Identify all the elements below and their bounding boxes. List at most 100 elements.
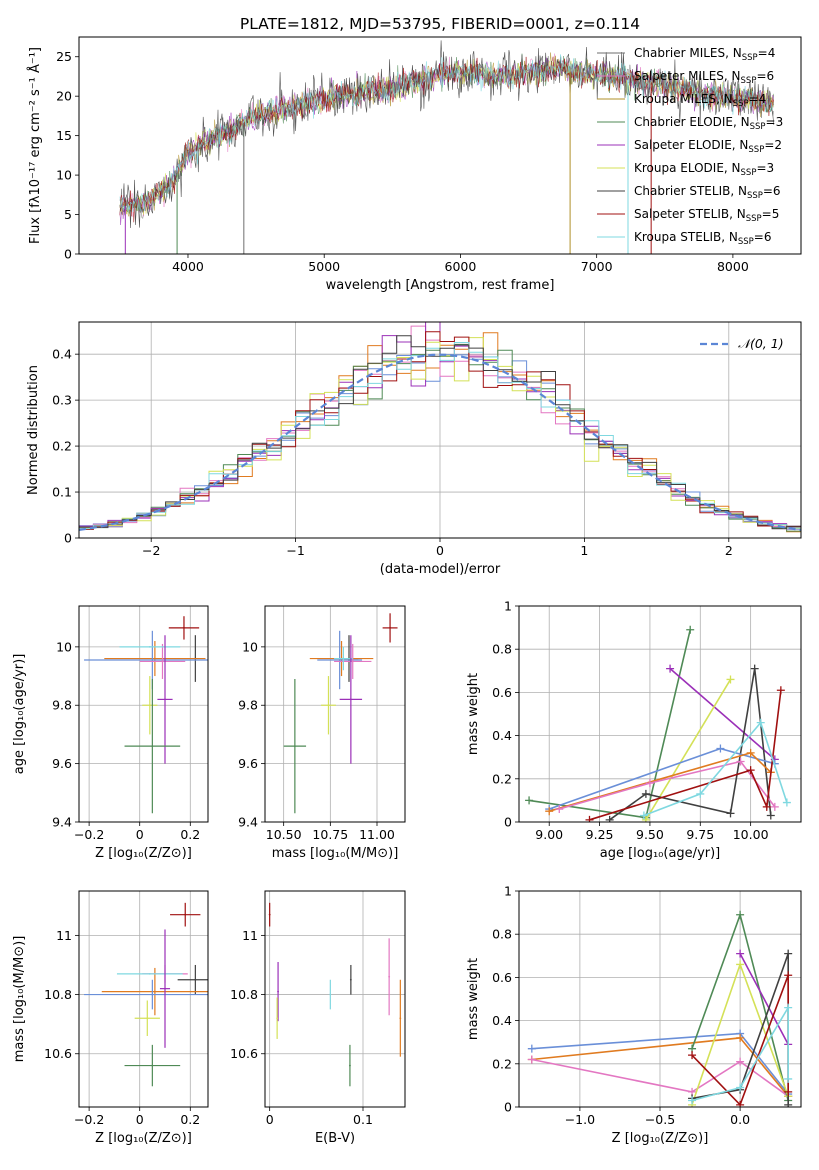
y-tick-label: 5 <box>64 207 72 222</box>
data-point <box>184 913 187 916</box>
y-tick-label: 10 <box>242 639 258 654</box>
series-marker <box>726 809 735 818</box>
data-point <box>268 913 271 916</box>
data-point <box>151 993 154 996</box>
axes-frame <box>78 36 802 255</box>
series-marker <box>750 664 759 673</box>
series-marker <box>545 807 554 816</box>
axes-frame <box>78 321 802 539</box>
data-point <box>293 745 296 748</box>
x-axis-label: wavelength [Angstrom, rest frame] <box>326 278 555 293</box>
series-marker <box>641 815 650 822</box>
data-point <box>148 972 151 975</box>
series-marker <box>686 625 695 634</box>
legend-entry: Kroupa MILES, NSSP=4 <box>634 92 766 109</box>
x-tick-label: 9.75 <box>686 827 714 842</box>
x-tick-label: 8000 <box>717 259 749 274</box>
x-tick-label: 10.00 <box>733 827 769 842</box>
panel-mass-weight-vs-age: 9.00 9.25 9.50 9.75 10.00 0 0.2 0.4 0.6 0.8 1 age [… <box>466 599 802 861</box>
data-point <box>327 704 330 707</box>
y-tick-label: 9.6 <box>238 756 258 771</box>
x-tick-label: 0 <box>436 543 444 558</box>
y-tick-label: 0.8 <box>492 642 512 657</box>
legend-entry: Salpeter STELIB, NSSP=5 <box>634 207 779 224</box>
y-axis-label: mass [log₁₀(M/M⊙)] <box>12 936 27 1063</box>
y-axis-label: mass weight <box>466 958 481 1040</box>
y-tick-label: 0.4 <box>492 1013 512 1028</box>
series-marker <box>784 1100 793 1107</box>
series-marker <box>688 1096 697 1105</box>
panel-age-vs-Z: −0.2 0 0.2 9.4 9.6 9.8 10 Z [log₁₀(Z/Z⊙)] age [l… <box>12 605 209 861</box>
legend-entry: Chabrier STELIB, NSSP=6 <box>634 184 781 201</box>
y-tick-label: 0 <box>64 247 72 262</box>
y-tick-label: 20 <box>56 89 72 104</box>
x-axis-label: E(B-V) <box>315 1131 355 1146</box>
data-point <box>388 975 391 978</box>
plot-area <box>79 322 801 533</box>
y-tick-label: 0.6 <box>492 970 512 985</box>
y-tick-label: 0.4 <box>492 728 512 743</box>
x-axis-label: Z [log₁₀(Z/Z⊙)] <box>95 1131 192 1146</box>
series-line <box>589 690 782 821</box>
x-axis-label: Z [log₁₀(Z/Z⊙)] <box>612 1131 709 1146</box>
series-marker <box>746 766 755 775</box>
plot-area <box>84 902 208 1087</box>
data-point <box>183 626 185 629</box>
x-axis-label: (data-model)/error <box>380 562 501 577</box>
x-tick-label: 0.2 <box>180 1112 200 1127</box>
series-marker <box>766 811 775 820</box>
x-tick-label: −0.2 <box>74 1112 104 1127</box>
y-tick-label: 10 <box>56 168 72 183</box>
x-tick-label: −1 <box>286 543 304 558</box>
plot-area <box>283 613 398 814</box>
x-tick-label: −2 <box>142 543 160 558</box>
series-marker <box>696 789 705 798</box>
axes-frame <box>264 605 406 823</box>
series-marker <box>605 815 614 822</box>
plot-area <box>525 625 791 822</box>
series-marker <box>525 796 534 805</box>
series-marker <box>688 1051 697 1060</box>
x-tick-label: −1.0 <box>565 1112 595 1127</box>
normal-curve <box>79 353 801 531</box>
series-marker <box>716 744 725 753</box>
series-marker <box>645 779 654 788</box>
y-tick-label: 0.1 <box>52 485 72 500</box>
data-point <box>151 1064 154 1067</box>
y-tick-label: 9.6 <box>52 756 72 771</box>
y-tick-label: 9.8 <box>52 698 72 713</box>
x-tick-label: 0 <box>266 1112 274 1127</box>
y-tick-label: 0 <box>504 1100 512 1115</box>
y-tick-label: 11 <box>56 928 72 943</box>
x-tick-label: 9.00 <box>535 827 563 842</box>
series-marker <box>585 815 594 822</box>
series-marker <box>736 1083 745 1092</box>
data-point <box>161 660 164 663</box>
series-marker <box>784 1074 793 1083</box>
data-point <box>349 698 352 701</box>
x-tick-label: −0.2 <box>74 827 104 842</box>
axes-frame <box>264 890 406 1108</box>
y-tick-label: 0.2 <box>492 1056 512 1071</box>
series-marker <box>555 805 564 814</box>
axes-frame <box>78 890 209 1108</box>
y-tick-label: 10.8 <box>44 987 72 1002</box>
x-tick-label: 9.50 <box>636 827 664 842</box>
y-tick-label: 0.6 <box>492 685 512 700</box>
x-tick-label: 7000 <box>581 259 613 274</box>
x-axis-label: Z [log₁₀(Z/Z⊙)] <box>95 846 192 861</box>
panel-mass-vs-Z: −0.2 0 0.2 10.6 10.8 11 Z [log₁₀(Z/Z⊙)] mass [l… <box>12 890 209 1146</box>
y-tick-label: 0 <box>504 815 512 830</box>
series-marker <box>736 1057 745 1066</box>
x-tick-label: 5000 <box>308 259 340 274</box>
data-point <box>146 1017 149 1020</box>
panel-spectrum: 4000 5000 6000 7000 8000 0 5 10 15 20 25 wavelength… <box>27 36 802 293</box>
y-tick-label: 0.4 <box>52 347 72 362</box>
data-point <box>399 1017 402 1020</box>
y-tick-label: 10.8 <box>230 987 258 1002</box>
series-marker <box>736 1100 745 1107</box>
y-tick-label: 1 <box>504 884 512 899</box>
figure-title: PLATE=1812, MJD=53795, FIBERID=0001, z=0… <box>240 15 640 33</box>
series-marker <box>784 1003 793 1012</box>
